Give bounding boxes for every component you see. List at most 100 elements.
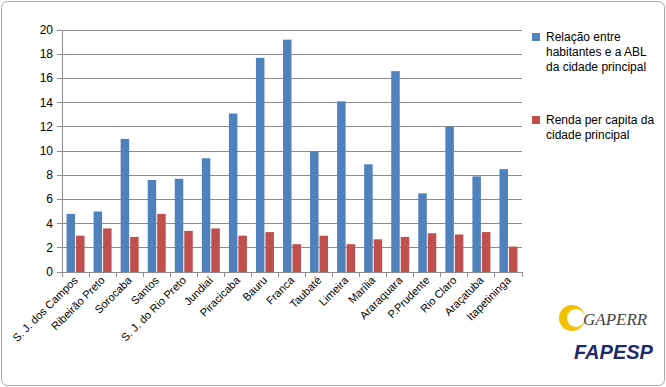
bar [499,169,508,272]
tick-mark [57,199,62,200]
legend-label: Renda per capita dacidade principal [546,113,654,142]
tick-label: 8 [46,168,53,182]
bar [283,40,292,272]
x-tick-mark [467,272,468,277]
tick-label: 16 [40,71,54,85]
x-tick-mark [224,272,225,277]
legend-line: Relação entre [546,30,621,44]
tick-label: 6 [46,192,53,206]
category-label: Taubaté [287,274,323,310]
bar [391,71,400,272]
legend-line: da cidade principal [546,60,646,74]
x-tick-mark [62,272,63,277]
bar [121,139,130,272]
grid-line [62,102,522,103]
bar [202,158,211,272]
grid-line [62,54,522,55]
logo-shape [559,305,585,331]
tick-label: 12 [40,120,54,134]
tick-label: 18 [40,47,54,61]
bar [337,101,346,272]
chart-svg: 02468101214161820S. J. dos CamposRibeirã… [0,0,666,387]
x-tick-mark [332,272,333,277]
bar [157,214,166,272]
tick-label: 4 [46,217,53,231]
legend-label: Relação entrehabitantes e a ABLda cidade… [546,30,647,74]
x-tick-mark [413,272,414,277]
tick-mark [57,126,62,127]
tick-mark [57,30,62,31]
bar [103,228,112,272]
x-tick-mark [89,272,90,277]
category-label: Piracicaba [197,273,242,318]
tick-mark [57,223,62,224]
bar [364,164,373,272]
bar [445,127,454,272]
tick-label: 10 [40,144,54,158]
category-label: Sorocaba [92,273,134,315]
tick-label: 2 [46,241,53,255]
tick-mark [57,54,62,55]
logo-text: FAPESP [574,341,654,363]
bar [238,236,247,272]
legend-line: cidade principal [546,128,629,142]
tick-mark [57,272,62,273]
x-tick-mark [522,272,523,277]
x-tick-mark [278,272,279,277]
bar [418,193,427,272]
tick-mark [57,151,62,152]
bar [347,244,356,272]
tick-label: 20 [40,23,54,37]
bar [482,232,491,272]
bar [229,113,238,272]
category-label: S. J. do Rio Preto [119,274,188,343]
bar [472,176,481,272]
x-tick-mark [440,272,441,277]
x-tick-mark [386,272,387,277]
bar [184,231,193,272]
tick-mark [57,78,62,79]
bar [265,232,274,272]
bar [256,58,264,272]
x-tick-mark [494,272,495,277]
chart-container: 02468101214161820S. J. dos CamposRibeirã… [0,0,666,387]
legend-swatch [532,33,540,41]
logo-text: GAPERR [583,310,648,329]
bars [67,40,518,272]
tick-label: 14 [40,96,54,110]
bar [320,236,329,272]
legend-line: habitantes e a ABL [546,45,647,59]
bar [94,212,103,273]
legend-swatch [532,116,540,124]
chart-border [2,2,665,386]
bar [428,233,437,272]
legend-line: Renda per capita da [546,113,654,127]
bar [130,237,139,272]
x-tick-mark [143,272,144,277]
x-tick-mark [116,272,117,277]
bar [293,244,302,272]
bar [148,180,157,272]
bar [76,236,85,272]
bar [455,234,464,272]
bar [175,179,184,272]
bar [374,239,383,272]
category-label: Limeira [317,273,352,308]
x-tick-mark [305,272,306,277]
x-tick-mark [251,272,252,277]
tick-mark [57,175,62,176]
bar [401,237,410,272]
tick-mark [57,247,62,248]
bar [509,247,518,272]
bar [211,228,220,272]
x-tick-mark [170,272,171,277]
bar [67,214,76,272]
grid-line [62,78,522,79]
tick-label: 0 [46,265,53,279]
y-axis [62,30,63,272]
category-label: Itapetininga [464,273,513,322]
grid-line [62,30,522,31]
x-tick-mark [197,272,198,277]
x-tick-mark [359,272,360,277]
tick-mark [57,102,62,103]
